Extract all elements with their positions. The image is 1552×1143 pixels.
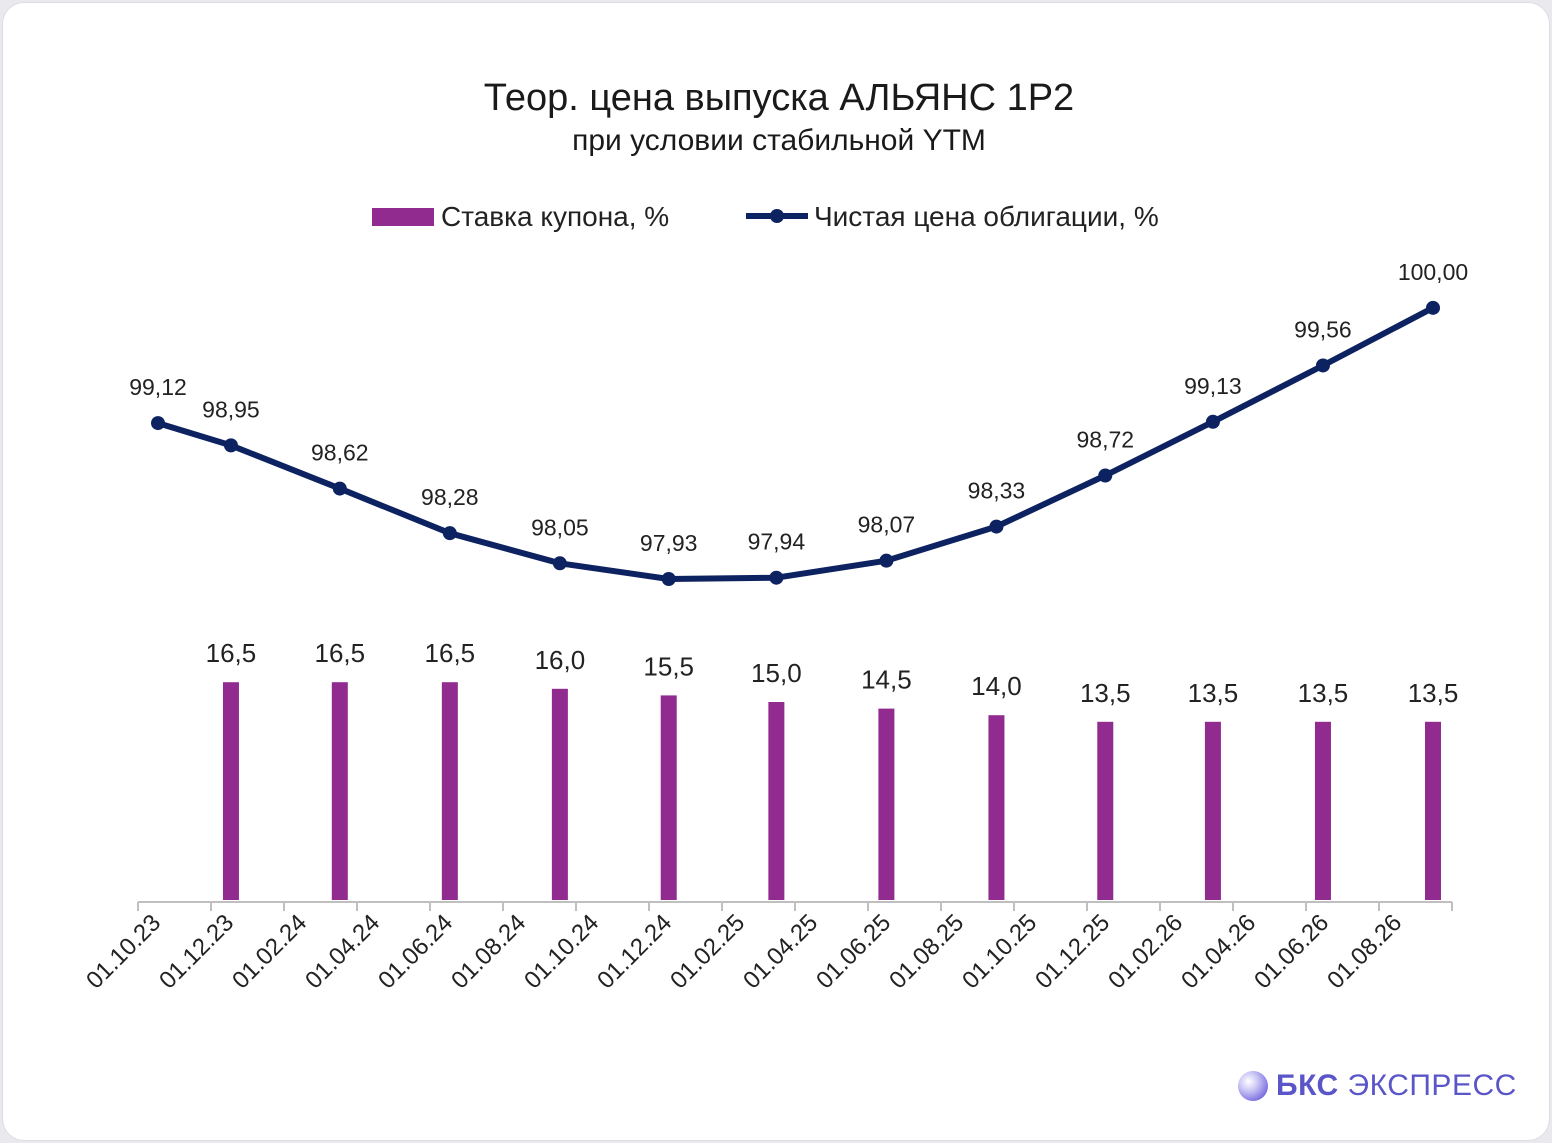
line-point — [442, 526, 457, 541]
bar-data-label: 13,5 — [1188, 678, 1239, 708]
line-point — [223, 438, 238, 453]
x-tick-label: 01.08.24 — [446, 909, 531, 994]
bar-coupon-rate — [878, 708, 895, 900]
x-tick-label: 01.02.25 — [665, 909, 750, 994]
x-tick-label: 01.12.25 — [1030, 909, 1115, 994]
bar-data-label: 15,5 — [643, 651, 694, 681]
x-tick-label: 01.06.24 — [373, 909, 458, 994]
x-tick-label: 01.04.25 — [738, 909, 823, 994]
line-point — [769, 570, 784, 585]
chart-titles: Теор. цена выпуска АЛЬЯНС 1P2 при услови… — [3, 75, 1549, 161]
brand-rest: ЭКСПРЕСС — [1347, 1069, 1517, 1102]
line-point — [1315, 358, 1330, 373]
line-point — [552, 556, 567, 571]
bar-coupon-rate — [768, 702, 785, 900]
line-data-label: 99,13 — [1184, 373, 1242, 399]
x-tick-label: 01.08.25 — [884, 909, 969, 994]
x-tick-label: 01.08.26 — [1322, 909, 1407, 994]
line-point — [151, 416, 165, 431]
bar-coupon-rate — [660, 695, 677, 900]
bar-data-label: 13,5 — [1298, 678, 1349, 708]
bar-data-label: 14,5 — [861, 665, 912, 695]
x-tick-label: 01.10.24 — [519, 909, 604, 994]
line-data-label: 97,93 — [640, 530, 698, 556]
bar-data-label: 14,0 — [971, 671, 1022, 701]
bar-coupon-rate — [1204, 721, 1221, 900]
line-point — [1426, 300, 1440, 315]
brand-orb-icon — [1238, 1071, 1268, 1101]
x-tick-label: 01.12.23 — [154, 909, 239, 994]
line-point — [332, 481, 347, 496]
line-data-label: 98,28 — [421, 484, 479, 510]
brand-text: БКС ЭКСПРЕСС — [1276, 1069, 1517, 1103]
line-point — [1098, 468, 1113, 483]
bar-data-label: 16,0 — [535, 645, 586, 675]
x-tick-label: 01.02.24 — [227, 909, 312, 994]
legend-bar-swatch — [372, 208, 434, 226]
legend-line-label: Чистая цена облигации, % — [814, 201, 1159, 232]
line-data-label: 97,94 — [748, 529, 806, 555]
bar-coupon-rate — [331, 682, 348, 900]
line-point — [661, 572, 676, 586]
line-data-label: 99,56 — [1294, 316, 1352, 342]
x-tick-label: 01.10.25 — [957, 909, 1042, 994]
line-point — [879, 553, 894, 568]
bar-coupon-rate — [222, 682, 239, 900]
line-point — [989, 519, 1004, 534]
x-tick-label: 01.02.26 — [1103, 909, 1188, 994]
line-data-label: 100,00 — [1398, 259, 1468, 285]
bar-data-label: 15,0 — [751, 658, 802, 688]
line-data-label: 98,05 — [531, 514, 589, 540]
bar-coupon-rate — [988, 715, 1005, 900]
bar-coupon-rate — [441, 682, 458, 900]
x-tick-label: 01.04.24 — [300, 909, 385, 994]
x-tick-label: 01.06.25 — [811, 909, 896, 994]
bar-data-label: 16,5 — [314, 638, 365, 668]
line-data-label: 98,07 — [858, 512, 916, 538]
bar-coupon-rate — [1314, 721, 1331, 900]
brand-bold: БКС — [1276, 1069, 1339, 1102]
chart-title: Теор. цена выпуска АЛЬЯНС 1P2 — [483, 77, 1075, 119]
bar-coupon-rate — [1097, 721, 1114, 900]
bar-coupon-rate — [1425, 721, 1441, 900]
line-data-label: 98,72 — [1076, 427, 1134, 453]
line-data-label: 98,33 — [968, 478, 1026, 504]
bar-coupon-rate — [551, 688, 568, 900]
bar-data-label: 16,5 — [206, 638, 257, 668]
x-tick-label: 01.10.23 — [81, 909, 166, 994]
brand-logo: БКС ЭКСПРЕСС — [1238, 1064, 1517, 1108]
x-tick-label: 01.06.26 — [1249, 909, 1334, 994]
legend-line-marker — [770, 209, 784, 223]
legend-bar-label: Ставка купона, % — [441, 201, 669, 232]
line-data-label: 98,62 — [311, 440, 369, 466]
line-data-label: 99,12 — [129, 374, 187, 400]
x-tick-label: 01.12.24 — [592, 909, 677, 994]
line-data-label: 98,95 — [202, 396, 260, 422]
bar-data-label: 16,5 — [425, 638, 476, 668]
bar-data-label: 13,5 — [1080, 678, 1131, 708]
line-point — [1205, 414, 1220, 429]
x-tick-label: 01.04.26 — [1176, 909, 1261, 994]
chart-subtitle: при условии стабильной YTM — [572, 124, 986, 157]
bar-data-label: 13,5 — [1408, 678, 1459, 708]
